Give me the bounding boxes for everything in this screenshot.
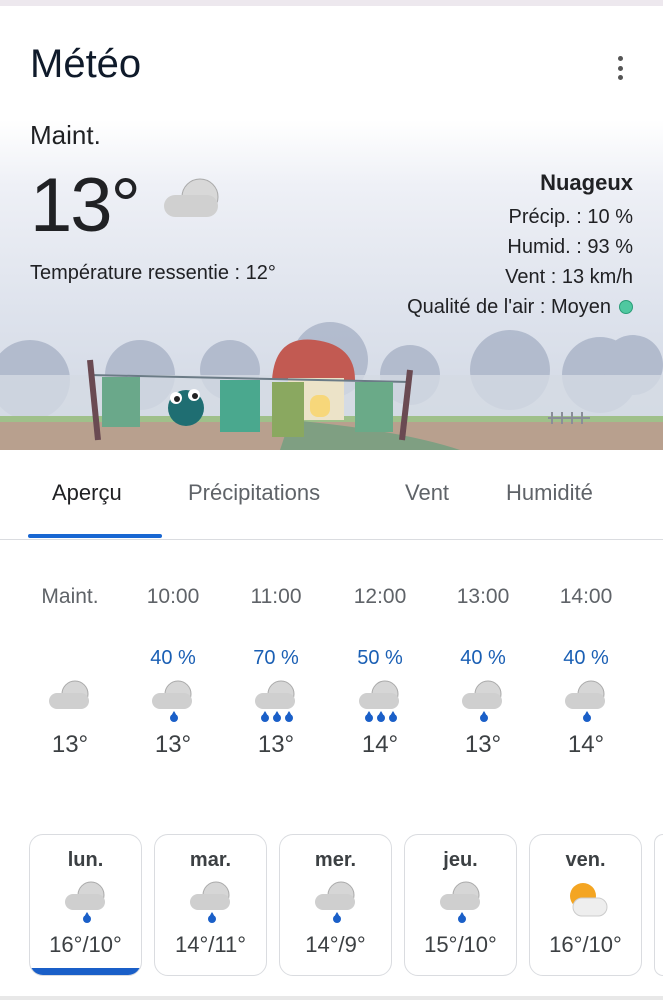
day-name: mar. <box>189 849 232 871</box>
tab-precipitations[interactable]: Précipitations <box>188 480 321 505</box>
hour-temp: 13° <box>257 731 295 758</box>
day-temps: 14°/9° <box>305 932 366 957</box>
active-tab-indicator <box>28 534 162 538</box>
hour-temp: 13° <box>154 731 192 758</box>
hour-time: 12:00 <box>353 585 407 608</box>
hourly-item: 12:00 50 % 14° <box>335 585 425 759</box>
partly-sunny-icon <box>569 883 607 917</box>
tab-apercu[interactable]: Aperçu <box>52 480 122 505</box>
rain-icon <box>152 680 192 722</box>
hour-temp: 14° <box>567 731 605 758</box>
temperature-value: 13° <box>30 163 141 248</box>
hourly-item: 13:00 40 % 13° <box>438 585 528 759</box>
hourly-item: 11:00 70 % 13° <box>231 585 321 759</box>
precipitation: Précip. : 10 % <box>508 206 633 228</box>
day-temps: 15°/10° <box>424 932 497 957</box>
hour-time: Maint. <box>41 585 99 608</box>
heavy-rain-icon <box>359 680 399 722</box>
rain-icon <box>64 881 105 923</box>
day-card-partial[interactable] <box>654 834 663 976</box>
condition: Nuageux <box>540 170 633 195</box>
hour-time: 10:00 <box>146 585 200 608</box>
hour-precip: 70 % <box>253 647 299 669</box>
hour-precip: 40 % <box>460 647 506 669</box>
air-quality-row: Qualité de l'air : Moyen <box>407 292 633 322</box>
day-card[interactable]: mer. 14°/9° <box>279 834 392 976</box>
tab-humidite[interactable]: Humidité <box>506 480 593 505</box>
dot-icon <box>617 75 623 80</box>
rain-icon <box>189 881 230 923</box>
hourly-item: 10:00 40 % 13° <box>128 585 218 759</box>
current-details: Nuageux Précip. : 10 % Humid. : 93 % Ven… <box>407 168 633 322</box>
hour-time: 14:00 <box>559 585 613 608</box>
more-options-button[interactable] <box>605 52 635 84</box>
air-quality-indicator-icon <box>619 300 633 314</box>
dot-icon <box>617 56 623 61</box>
hourly-item: Maint. 13° <box>25 585 115 759</box>
air-quality: Qualité de l'air : Moyen <box>407 296 611 318</box>
day-temps: 16°/10° <box>549 932 622 957</box>
cloud-icon <box>49 680 89 709</box>
cloud-icon <box>164 178 219 217</box>
humidity: Humid. : 93 % <box>507 236 633 258</box>
day-name: jeu. <box>443 849 478 871</box>
hour-precip: 40 % <box>563 647 609 669</box>
hour-precip <box>25 647 115 671</box>
hour-temp: 13° <box>464 731 502 758</box>
hour-time: 11:00 <box>250 585 302 608</box>
tab-vent[interactable]: Vent <box>405 480 450 505</box>
day-card[interactable]: mar. 14°/11° <box>154 834 267 976</box>
dot-icon <box>617 65 623 71</box>
rain-icon <box>462 680 502 722</box>
page-title: Météo <box>30 42 142 86</box>
day-temps: 16°/10° <box>49 932 122 957</box>
day-card[interactable]: lun. 16°/10° <box>29 834 142 976</box>
current-temperature: 13° <box>30 162 228 249</box>
hour-time: 13:00 <box>456 585 510 608</box>
hour-temp: 13° <box>51 731 89 758</box>
divider <box>0 996 663 1000</box>
selected-day-indicator <box>30 968 141 975</box>
day-card[interactable]: ven. 16°/10° <box>529 834 642 976</box>
wind: Vent : 13 km/h <box>505 266 633 288</box>
current-label: Maint. <box>30 120 101 150</box>
day-temps: 14°/11° <box>174 932 247 957</box>
day-name: lun. <box>67 849 104 871</box>
heavy-rain-icon <box>255 680 295 722</box>
status-strip <box>0 0 663 6</box>
day-name: ven. <box>565 849 606 871</box>
weather-illustration <box>0 120 663 450</box>
rain-icon <box>439 881 480 923</box>
hour-temp: 14° <box>361 731 399 758</box>
tab-bar: Aperçu Précipitations Vent Humidité <box>0 460 663 540</box>
feels-like: Température ressentie : 12° <box>30 262 276 284</box>
hour-precip: 40 % <box>150 647 196 669</box>
hour-precip: 50 % <box>357 647 403 669</box>
day-card[interactable]: jeu. 15°/10° <box>404 834 517 976</box>
hourly-item: 14:00 40 % 14° <box>541 585 631 759</box>
rain-icon <box>314 881 355 923</box>
rain-icon <box>565 680 605 722</box>
day-name: mer. <box>314 849 357 871</box>
clothesline-frog-illustration <box>0 322 663 450</box>
